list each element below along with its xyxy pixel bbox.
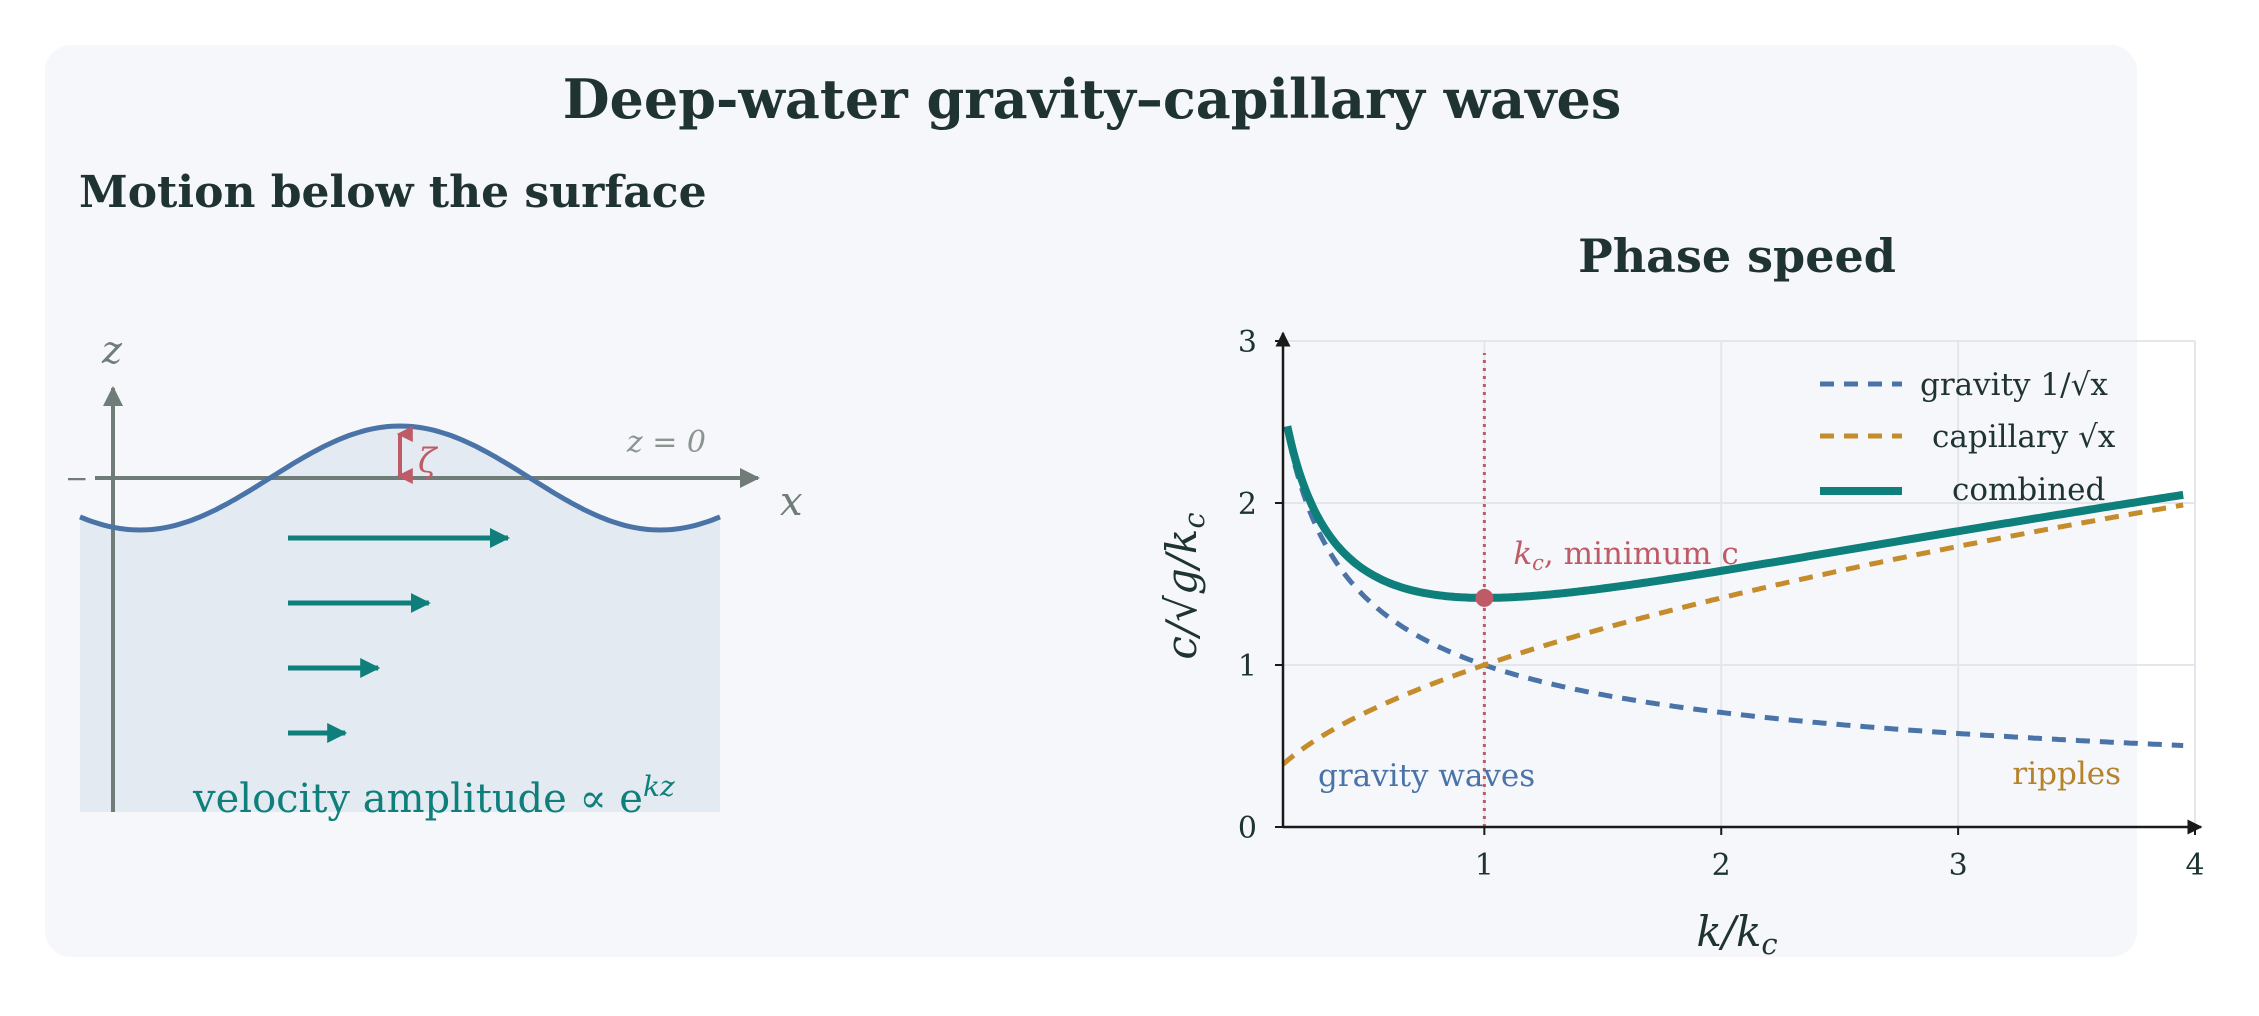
x-tick-label: 4 — [2185, 848, 2204, 883]
zeta-label: ζ — [418, 441, 439, 481]
phase-speed-chart: 1 2 3 4 0 1 2 3 kc, minimum c gravity waves rip… — [1157, 325, 2205, 961]
water-region — [80, 426, 720, 812]
ripples-label: ripples — [2012, 756, 2121, 792]
y-tick-label: 1 — [1238, 649, 1257, 684]
page-title: Deep-water gravity–capillary waves — [563, 67, 1622, 131]
minimum-annotation: kc, minimum c — [1513, 536, 1738, 575]
wave-diagram: − z x z = 0 ζ velocity amplitude ∝ ekz — [65, 328, 803, 822]
velocity-label: velocity amplitude ∝ ekz — [192, 770, 675, 822]
y-tick-label: 3 — [1238, 325, 1257, 360]
x-tick-label: 3 — [1949, 848, 1968, 883]
x-axis-title: k/kc — [1696, 907, 1777, 961]
legend-label-capillary: capillary √x — [1932, 419, 2116, 455]
series-capillary — [1281, 502, 2184, 767]
chart-ticks: 1 2 3 4 0 1 2 3 — [1238, 325, 2205, 883]
y-axis-title: c/√g/kc — [1157, 512, 1211, 659]
chart-legend: gravity 1/√x capillary √x combined — [1820, 367, 2116, 508]
right-heading: Phase speed — [1578, 229, 1896, 283]
gravity-waves-label: gravity waves — [1318, 758, 1535, 794]
minimum-point — [1475, 588, 1494, 607]
y-tick-label: 2 — [1238, 487, 1257, 522]
series-gravity — [1292, 464, 2184, 748]
x-tick-label: 1 — [1475, 848, 1494, 883]
x-axis-label: x — [780, 479, 803, 525]
legend-label-combined: combined — [1952, 472, 2105, 508]
legend-label-gravity: gravity 1/√x — [1920, 367, 2108, 403]
tick-mark: − — [65, 462, 88, 495]
left-heading: Motion below the surface — [79, 167, 707, 218]
z-axis-label: z — [101, 328, 123, 372]
chart-grid — [1283, 340, 2196, 827]
velocity-arrows — [288, 528, 510, 743]
series-combined — [1283, 425, 2184, 602]
x-tick-label: 2 — [1712, 848, 1731, 883]
surface-level-label: z = 0 — [626, 425, 706, 460]
y-tick-label: 0 — [1238, 811, 1257, 846]
